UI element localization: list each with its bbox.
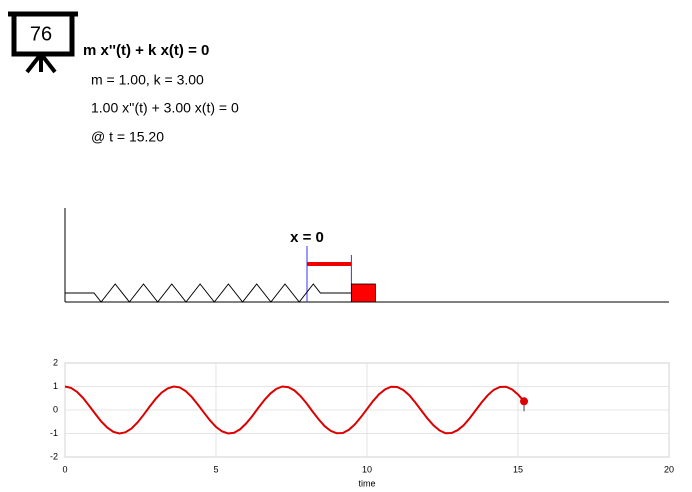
x-axis-label: time	[358, 478, 375, 488]
x-tick-label: 15	[513, 464, 523, 474]
y-tick-label: 0	[53, 404, 58, 414]
x-tick-label: 10	[362, 464, 372, 474]
time-label: @ t = 15.20	[91, 129, 164, 145]
y-tick-label: 2	[53, 357, 58, 367]
x-tick-label: 20	[664, 464, 674, 474]
params: m = 1.00, k = 3.00	[91, 72, 204, 88]
x-tick-label: 0	[62, 464, 67, 474]
origin-label: x = 0	[290, 229, 324, 246]
x-tick-label: 5	[213, 464, 218, 474]
y-tick-label: -2	[50, 451, 58, 461]
current-point	[520, 397, 529, 406]
badge: 76	[30, 23, 52, 45]
y-tick-label: -1	[50, 428, 58, 438]
spring-diagram: x = 0	[64, 208, 669, 303]
spring	[65, 283, 352, 303]
data-line	[64, 385, 525, 435]
equation-title: m x''(t) + k x(t) = 0	[83, 42, 209, 59]
y-tick-label: 1	[53, 381, 58, 391]
displacement-bar	[307, 262, 352, 266]
equation-numeric: 1.00 x''(t) + 3.00 x(t) = 0	[91, 100, 239, 116]
easel-icon: 76	[8, 11, 78, 74]
mass-block	[350, 283, 376, 303]
